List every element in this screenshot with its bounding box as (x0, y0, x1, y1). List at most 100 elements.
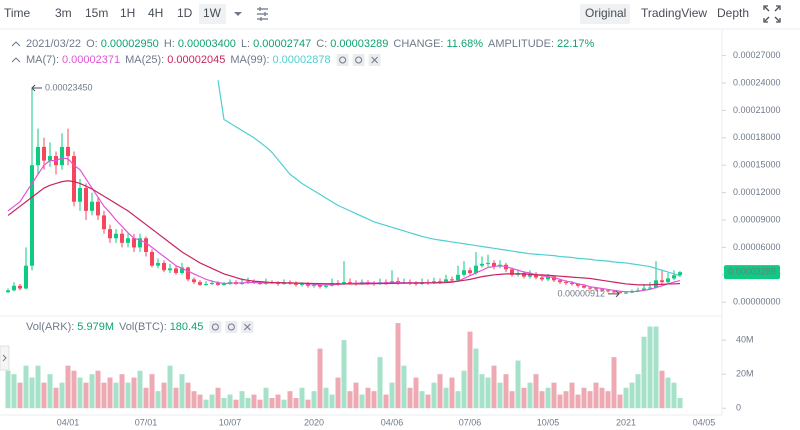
candle-body (324, 285, 328, 287)
candle-body (294, 283, 298, 285)
volume-bar (311, 391, 317, 409)
legend-value: 180.45 (170, 321, 204, 333)
candle-body (450, 279, 454, 281)
volume-bar (17, 382, 23, 409)
candle-body (60, 146, 64, 166)
volume-bar (539, 391, 545, 409)
candle-body (150, 251, 154, 266)
view-button[interactable]: Depth (717, 6, 749, 20)
candle-body (90, 201, 94, 211)
candle-body (474, 265, 478, 273)
volume-bar (527, 382, 533, 409)
volume-bar (233, 399, 239, 409)
candle-body (522, 272, 526, 277)
candle-body (606, 290, 610, 292)
volume-bar (665, 377, 671, 409)
volume-bar (677, 398, 683, 409)
interval-button[interactable]: 15m (85, 6, 108, 20)
eye-icon[interactable] (336, 54, 349, 66)
volume-bar (53, 387, 59, 409)
candle-body (198, 282, 202, 285)
volume-bar (479, 374, 485, 409)
gear-icon[interactable] (352, 54, 365, 66)
collapse-icon[interactable] (11, 57, 21, 63)
volume-bar (329, 394, 335, 409)
last-price-box (724, 265, 780, 280)
candle-body (240, 283, 244, 285)
candle-body (648, 287, 652, 289)
volume-bar (617, 394, 623, 409)
legend-value: 22.17% (557, 38, 595, 50)
view-button[interactable]: Original (585, 6, 626, 20)
x-tick-label: 2021 (616, 417, 636, 427)
interval-button: Time (4, 6, 31, 20)
volume-bar (113, 382, 119, 409)
x-tick-label: 2020 (304, 417, 324, 427)
legend-name: O: (86, 38, 98, 50)
interval-button[interactable]: 4H (148, 6, 163, 20)
legend-value: 0.00002878 (273, 54, 331, 66)
y-tick-label: 0.00000000 (733, 297, 781, 307)
candle-body (30, 165, 34, 266)
x-tick-label: 04/05 (693, 417, 716, 427)
settings-icon[interactable] (257, 7, 268, 21)
annotation-arrow (31, 84, 42, 92)
candle-body (102, 215, 106, 230)
legend-value: 0.00002747 (253, 38, 311, 50)
interval-button[interactable]: 1W (203, 6, 222, 20)
volume-bar (23, 365, 29, 409)
candle-body (558, 280, 562, 283)
y-tick-label: 0.00018000 (733, 132, 781, 142)
volume-bar (197, 394, 203, 409)
fullscreen-icon[interactable] (763, 5, 781, 23)
interval-button[interactable]: 3m (55, 6, 72, 20)
volume-bar (593, 382, 599, 409)
volume-bar (257, 399, 263, 409)
volume-bar (77, 377, 83, 409)
candle-body (678, 272, 682, 276)
candle-body (126, 238, 130, 243)
close-glyph (243, 323, 251, 331)
pane-toggle[interactable] (0, 345, 10, 371)
interval-button[interactable]: 1D (177, 6, 193, 20)
annotation-arrow (608, 290, 620, 298)
legend-date: 2021/03/22 (26, 38, 81, 50)
volume-bar (47, 374, 53, 409)
volume-bar (185, 382, 191, 409)
view-button[interactable]: TradingView (641, 6, 707, 20)
candle-body (162, 262, 166, 271)
volume-bar (437, 374, 443, 409)
volume-bar (647, 326, 653, 409)
volume-bar (659, 370, 665, 409)
candle-body (642, 288, 646, 291)
candle-body (534, 273, 538, 278)
dropdown-icon[interactable] (234, 12, 242, 16)
gear-icon[interactable] (225, 321, 238, 333)
gear-glyph (227, 323, 235, 331)
candle-body (6, 290, 10, 293)
active-interval-bg (199, 4, 226, 24)
legend-name: CHANGE: (393, 38, 443, 50)
volume-bar (89, 374, 95, 409)
volume-bar (389, 382, 395, 409)
candle-body (540, 277, 544, 280)
candle-body (612, 291, 616, 293)
collapse-icon[interactable] (11, 41, 21, 47)
volume-bar (299, 387, 305, 409)
volume-bar (449, 377, 455, 409)
volume-bar (131, 377, 137, 409)
volume-bar (407, 387, 413, 409)
volume-bar (95, 370, 101, 409)
legend-name: MA(25): (125, 54, 164, 66)
gear-glyph (355, 56, 363, 64)
legend-name: H: (164, 38, 175, 50)
legend-value: 0.00003289 (330, 38, 388, 50)
legend-value: 0.00003400 (178, 38, 236, 50)
volume-bar (323, 387, 329, 409)
volume-bar (305, 399, 311, 409)
candle-body (342, 282, 346, 284)
interval-button[interactable]: 1H (120, 6, 135, 20)
volume-bar (149, 374, 155, 409)
eye-icon[interactable] (209, 321, 222, 333)
ma-line (7, 180, 681, 286)
